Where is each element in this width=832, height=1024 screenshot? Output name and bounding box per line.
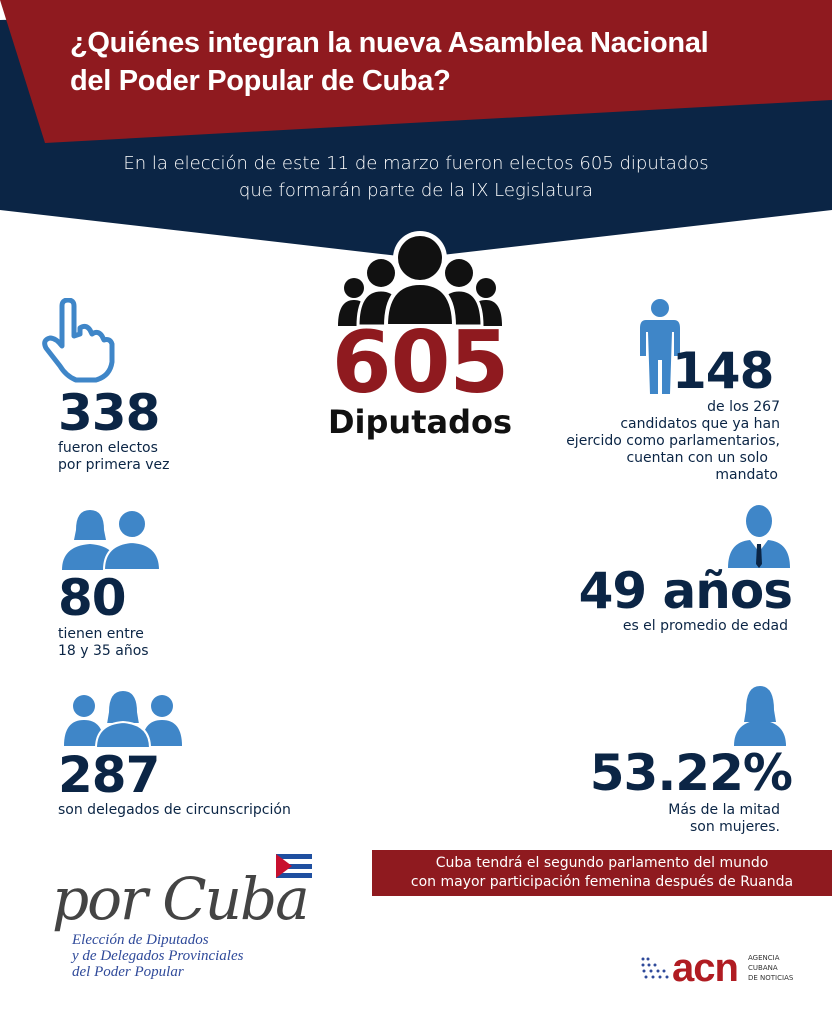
center-label: Diputados (327, 403, 513, 441)
stat-text-line: mandato (715, 467, 778, 483)
subtitle-line: En la elección de este 11 de marzo fuero… (123, 153, 709, 174)
caption-line: DE NOTICIAS (748, 974, 794, 982)
banner-line: Cuba tendrá el segundo parlamento del mu… (435, 855, 769, 871)
stat-number-women: 53.22% (589, 744, 793, 802)
person-standing-icon (640, 299, 680, 394)
cuba-flag-icon (276, 854, 312, 878)
caption-line: del Poder Popular (72, 964, 184, 980)
stat-number-delegates: 287 (58, 746, 160, 804)
stat-text-line: por primera vez (58, 457, 170, 473)
stat-text-first-time: fueron electos por primera vez (58, 440, 169, 474)
stat-text-young: tienen entre 18 y 35 años (58, 626, 149, 660)
stat-text-women: Más de la mitad son mujeres. (560, 802, 780, 836)
businessman-icon (728, 505, 790, 568)
banner-line: con mayor participación femenina después… (410, 874, 794, 890)
stat-number-age: 49 años (578, 562, 793, 620)
acn-caption: AGENCIA CUBANA DE NOTICIAS (748, 953, 793, 983)
stat-number-first-time: 338 (58, 384, 160, 442)
page-title: ¿Quiénes integran la nueva Asamblea Naci… (70, 24, 830, 100)
por-cuba-caption: Elección de Diputados y de Delegados Pro… (72, 932, 243, 980)
acn-mark: acn (672, 946, 739, 990)
stat-text-delegates: son delegados de circunscripción (58, 802, 291, 818)
stat-text-line: fueron electos (58, 440, 158, 456)
subtitle: En la elección de este 11 de marzo fuero… (40, 150, 792, 204)
woman-icon (734, 686, 786, 746)
title-line: ¿Quiénes integran la nueva Asamblea Naci… (70, 27, 709, 59)
group-of-three-icon (64, 688, 182, 748)
stat-text-line: ejercido como parlamentarios, (566, 433, 780, 449)
acn-logo: acn AGENCIA CUBANA DE NOTICIAS (640, 946, 820, 990)
caption-line: Elección de Diputados (72, 932, 209, 948)
stat-text-line: son mujeres. (689, 819, 780, 835)
stat-text-line: de los 267 (707, 399, 780, 415)
title-line: del Poder Popular de Cuba? (70, 65, 451, 97)
stat-text-age: es el promedio de edad (622, 618, 788, 634)
caption-line: AGENCIA (748, 954, 780, 962)
signal-dots-icon (641, 957, 669, 979)
stat-number-young: 80 (58, 569, 127, 627)
stat-text-line: cuentan con un solo (626, 450, 768, 466)
stat-text-line: Más de la mitad (668, 802, 780, 818)
stat-text-one-term: de los 267 candidatos que ya han ejercid… (560, 399, 780, 484)
stat-text-line: tienen entre (58, 626, 144, 642)
por-cuba-logo: por Cuba Elección de Diputados y de Dele… (50, 852, 320, 982)
group-icon (338, 231, 502, 328)
center-number: 605 (331, 313, 510, 413)
subtitle-line: que formarán parte de la IX Legislatura (238, 180, 594, 201)
caption-line: y de Delegados Provinciales (72, 948, 244, 964)
pointing-hand-icon (42, 298, 115, 383)
young-couple-icon (62, 509, 160, 570)
stat-text-line: candidatos que ya han (620, 416, 780, 432)
women-participation-banner: Cuba tendrá el segundo parlamento del mu… (372, 850, 832, 896)
caption-line: CUBANA (748, 964, 778, 972)
por-cuba-script: por Cuba (52, 865, 310, 933)
stat-text-line: 18 y 35 años (58, 643, 149, 659)
stat-number-one-term: 148 (672, 342, 774, 400)
